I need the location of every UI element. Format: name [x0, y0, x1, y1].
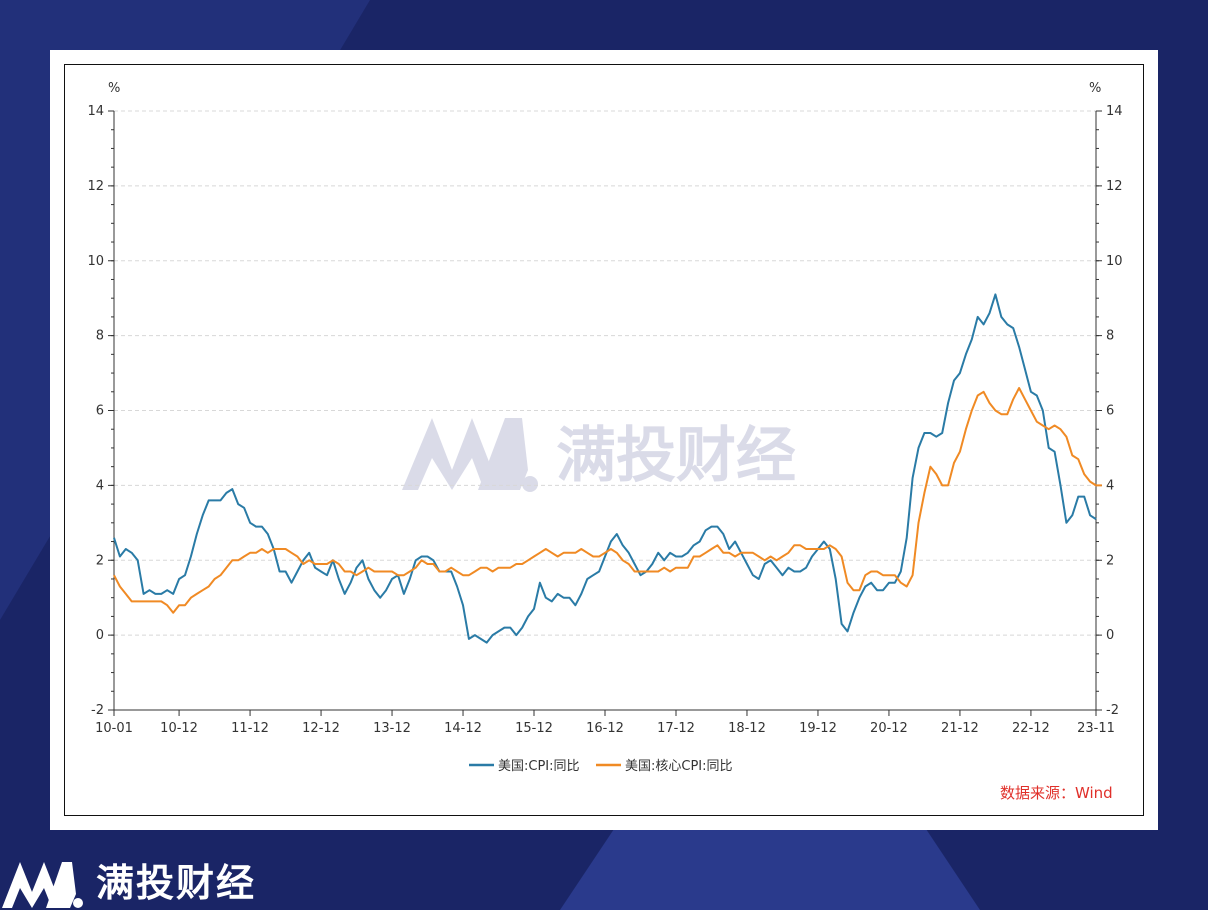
y-tick-label-right: 12	[1106, 179, 1123, 194]
x-tick-label: 18-12	[728, 721, 766, 736]
x-tick-label: 16-12	[586, 721, 624, 736]
x-tick-label: 12-12	[302, 721, 340, 736]
x-tick-label: 11-12	[231, 721, 269, 736]
watermark: 满投财经	[402, 418, 796, 492]
x-tick-label: 23-11	[1077, 721, 1115, 736]
x-tick-label: 21-12	[941, 721, 979, 736]
y-tick-label-left: 8	[96, 329, 104, 344]
y-tick-label-left: 4	[96, 478, 104, 493]
y-tick-label-left: 14	[87, 104, 104, 119]
x-tick-label: 14-12	[444, 721, 482, 736]
y-tick-label-left: 6	[96, 404, 104, 419]
series-line-core-cpi	[113, 387, 1102, 614]
y-axis-unit-right: %	[1089, 81, 1101, 96]
x-tick-label: 20-12	[870, 721, 908, 736]
y-tick-label-left: 0	[96, 628, 104, 643]
series-lines	[113, 293, 1102, 644]
background-shape-bottom	[560, 820, 980, 910]
x-tick-label: 10-01	[95, 721, 133, 736]
x-tick-label: 19-12	[799, 721, 837, 736]
y-tick-label-left: 2	[96, 553, 104, 568]
y-tick-label-right: 6	[1106, 404, 1114, 419]
y-tick-label-right: -2	[1106, 703, 1119, 718]
x-tick-label: 10-12	[160, 721, 198, 736]
brand-name: 满投财经	[96, 861, 257, 905]
y-tick-label-right: 4	[1106, 478, 1114, 493]
brand-logo-icon	[2, 862, 83, 908]
watermark-logo-icon	[402, 418, 500, 490]
y-tick-label-left: -2	[91, 703, 104, 718]
x-tick-label: 17-12	[657, 721, 695, 736]
y-tick-label-right: 14	[1106, 104, 1123, 119]
watermark-dot-icon	[522, 476, 538, 492]
x-tick-label: 22-12	[1012, 721, 1050, 736]
axes: -2 -2 0 0 2 2 4 4 6 6 8 8 10 10 12 12 14 14 10-01 10-12 11-1…	[87, 104, 1122, 736]
series-line-cpi	[113, 293, 1097, 644]
x-tick-label: 15-12	[515, 721, 553, 736]
legend-label-core-cpi: 美国:核心CPI:同比	[625, 759, 733, 774]
y-axis-unit-left: %	[108, 81, 120, 96]
legend: 美国:CPI:同比 美国:核心CPI:同比	[469, 759, 733, 774]
y-tick-label-right: 2	[1106, 553, 1114, 568]
watermark-logo-icon-right	[478, 418, 528, 490]
x-tick-label: 13-12	[373, 721, 411, 736]
legend-label-cpi: 美国:CPI:同比	[498, 759, 580, 774]
y-tick-label-left: 10	[87, 254, 104, 269]
source-note: 数据来源：Wind	[1000, 784, 1113, 802]
y-tick-label-right: 10	[1106, 254, 1123, 269]
y-tick-label-right: 0	[1106, 628, 1114, 643]
y-tick-label-right: 8	[1106, 329, 1114, 344]
y-tick-label-left: 12	[87, 179, 104, 194]
watermark-text: 满投财经	[556, 421, 796, 491]
